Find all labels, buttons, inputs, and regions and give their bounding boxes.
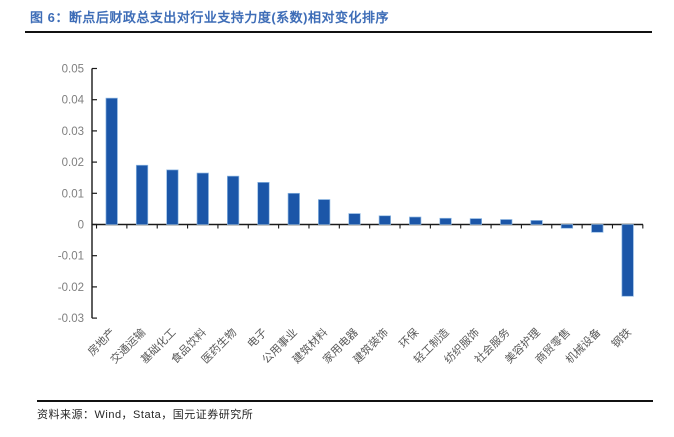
bar (560, 224, 574, 229)
figure-title: 图 6：断点后财政总支出对行业支持力度(系数)相对变化排序 (30, 10, 390, 25)
bar (348, 213, 361, 225)
y-tick-label: -0.03 (58, 313, 84, 325)
bar (105, 97, 118, 225)
bar (469, 218, 482, 225)
y-tick-label: 0.03 (62, 126, 84, 138)
title-underline-rule (25, 31, 652, 33)
bar (257, 182, 270, 225)
category-label: 环保 (396, 325, 421, 350)
bar (196, 172, 209, 225)
source-divider-rule (37, 400, 653, 402)
bar (621, 224, 634, 297)
y-tick-label: 0 (78, 220, 84, 232)
y-tick-label: 0.02 (62, 157, 84, 169)
bar (318, 199, 331, 225)
bar (530, 220, 543, 225)
bar (135, 164, 149, 225)
bar (500, 219, 513, 225)
source-note: 资料来源：Wind，Stata，国元证券研究所 (37, 409, 254, 421)
bar (591, 224, 604, 233)
bar (166, 169, 179, 225)
y-tick-label: 0.04 (62, 95, 85, 107)
bar (409, 216, 422, 225)
category-label: 钢铁 (609, 326, 634, 351)
bar (287, 192, 300, 225)
bar (378, 215, 391, 225)
y-tick-label: -0.01 (58, 251, 84, 263)
bar (439, 217, 452, 225)
y-tick-label: -0.02 (58, 282, 84, 294)
bar (227, 175, 240, 225)
y-tick-label: 0.05 (62, 64, 84, 76)
y-tick-label: 0.01 (62, 188, 84, 200)
category-label: 电子 (245, 326, 270, 351)
